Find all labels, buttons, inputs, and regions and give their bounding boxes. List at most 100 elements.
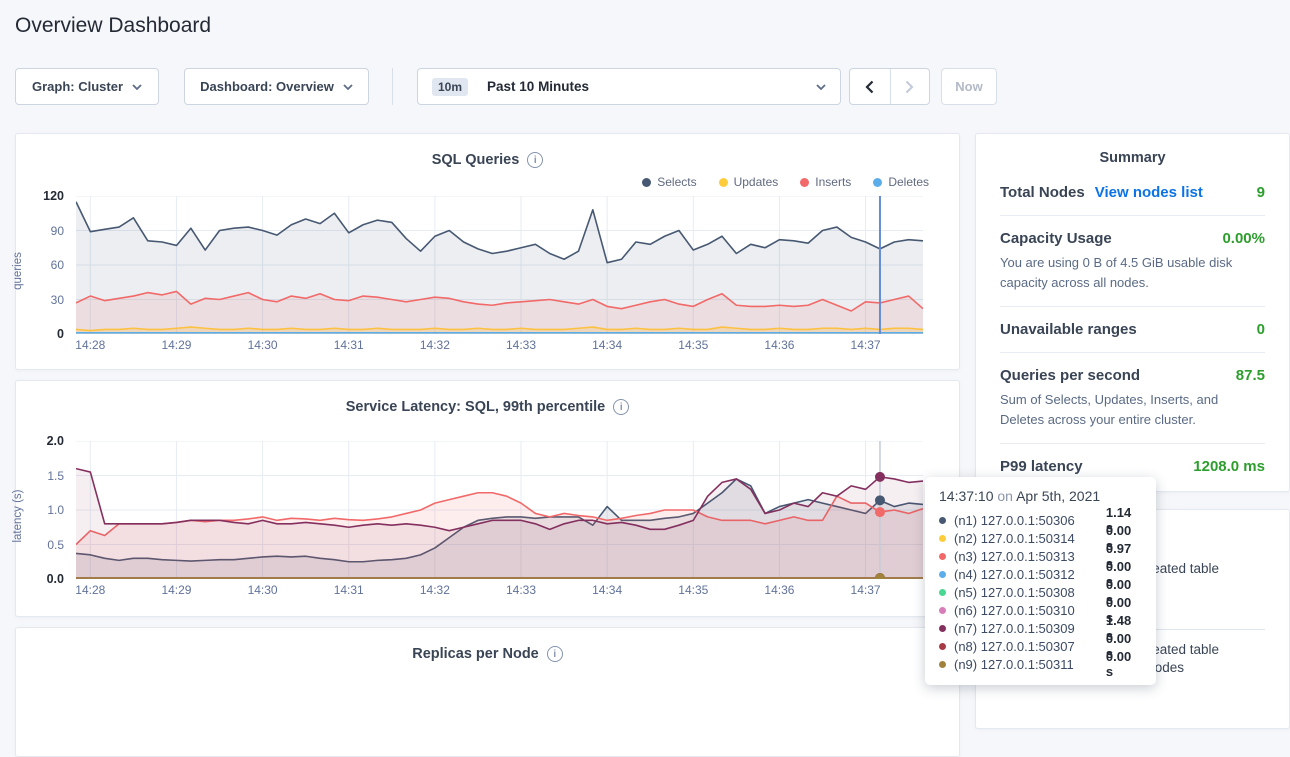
dashboard-dropdown[interactable]: Dashboard: Overview [184, 68, 369, 105]
x-tick-label: 14:33 [506, 583, 536, 597]
legend-label: Inserts [815, 175, 851, 189]
tooltip-node-row: (n9) 127.0.0.1:503110.00 s [939, 655, 1142, 673]
y-tick-label: 30 [51, 293, 64, 307]
x-tick-label: 14:34 [592, 583, 622, 597]
node-color-dot-icon [939, 571, 946, 578]
summary-value: 87.5 [1236, 367, 1265, 384]
x-tick-label: 14:31 [334, 338, 364, 352]
chevron-down-icon [132, 84, 142, 90]
y-axis-ticks: 0306090120 [28, 196, 70, 334]
summary-label: Total Nodes [1000, 184, 1085, 201]
summary-label: Queries per second [1000, 367, 1140, 384]
tooltip-node-value: 0.00 s [1106, 649, 1142, 679]
x-tick-label: 14:34 [592, 338, 622, 352]
legend-item: Inserts [800, 174, 851, 190]
info-icon[interactable]: i [613, 399, 629, 415]
tooltip-timestamp: 14:37:10 on Apr 5th, 2021 [939, 488, 1142, 504]
y-tick-label: 2.0 [47, 434, 64, 448]
x-tick-label: 14:29 [161, 583, 191, 597]
tooltip-node-address: (n5) 127.0.0.1:50308 [954, 585, 1106, 600]
y-tick-label: 0 [57, 327, 64, 341]
latency-card: Service Latency: SQL, 99th percentile i … [15, 380, 960, 617]
time-next-button[interactable] [890, 69, 930, 104]
legend-label: Updates [734, 175, 779, 189]
tooltip-node-address: (n4) 127.0.0.1:50312 [954, 567, 1106, 582]
legend-label: Deletes [888, 175, 929, 189]
x-tick-label: 14:36 [764, 338, 794, 352]
node-color-dot-icon [939, 625, 946, 632]
info-icon[interactable]: i [547, 646, 563, 662]
chart-title: Replicas per Node [412, 646, 539, 662]
chevron-down-icon [343, 84, 353, 90]
y-axis-label: queries [12, 231, 24, 311]
summary-row: Unavailable ranges0 [1000, 306, 1265, 352]
summary-row: Capacity Usage 0.00% You are using 0 B of … [1000, 215, 1265, 306]
y-tick-label: 0.5 [47, 538, 64, 552]
x-tick-label: 14:32 [420, 583, 450, 597]
summary-label: P99 latency [1000, 458, 1083, 475]
summary-value: 0.00% [1222, 230, 1265, 247]
sql-queries-card: SQL Queries i SelectsUpdatesInsertsDelet… [15, 133, 960, 370]
y-axis-ticks: 0.00.51.01.52.0 [28, 441, 70, 579]
x-axis-ticks: 14:2814:2914:3014:3114:3214:3314:3414:35… [76, 338, 923, 354]
legend-item: Selects [642, 174, 696, 190]
now-button-label: Now [955, 79, 982, 94]
x-tick-label: 14:31 [334, 583, 364, 597]
summary-label: Capacity Usage [1000, 230, 1112, 247]
node-color-dot-icon [939, 517, 946, 524]
time-prev-button[interactable] [850, 69, 890, 104]
summary-card: Summary Total NodesView nodes list9Capac… [975, 133, 1290, 492]
tooltip-node-address: (n1) 127.0.0.1:50306 [954, 513, 1106, 528]
tooltip-node-address: (n9) 127.0.0.1:50311 [954, 657, 1106, 672]
tooltip-node-address: (n3) 127.0.0.1:50313 [954, 549, 1106, 564]
y-tick-label: 120 [43, 189, 64, 203]
info-icon[interactable]: i [527, 152, 543, 168]
summary-desc: Sum of Selects, Updates, Inserts, and De… [1000, 390, 1265, 429]
x-tick-label: 14:35 [678, 583, 708, 597]
legend-label: Selects [657, 175, 696, 189]
x-axis-ticks: 14:28 14:29 14:30 14:31 14:32 14:33 14:34 14:35… [76, 583, 923, 599]
x-tick-label: 14:30 [248, 338, 278, 352]
node-color-dot-icon [939, 661, 946, 668]
time-range-selector[interactable]: 10m Past 10 Minutes [417, 68, 841, 105]
x-tick-label: 14:28 [75, 338, 105, 352]
summary-value: 1208.0 ms [1193, 458, 1265, 475]
summary-title: Summary [1000, 150, 1265, 166]
x-tick-label: 14:35 [678, 338, 708, 352]
graph-dropdown-label: Graph: Cluster [32, 79, 123, 94]
tooltip-node-address: (n2) 127.0.0.1:50314 [954, 531, 1106, 546]
toolbar-divider [392, 68, 393, 105]
legend-dot-icon [873, 178, 882, 187]
page-title: Overview Dashboard [15, 14, 211, 38]
summary-value: 0 [1257, 321, 1265, 338]
sql-chart-plot[interactable] [76, 196, 923, 334]
y-tick-label: 90 [51, 224, 64, 238]
legend-item: Deletes [873, 174, 929, 190]
latency-chart-plot[interactable] [76, 441, 923, 579]
y-tick-label: 0.0 [47, 572, 64, 586]
x-tick-label: 14:28 [75, 583, 105, 597]
y-tick-label: 1.0 [47, 503, 64, 517]
time-nav-group [849, 68, 930, 105]
now-button[interactable]: Now [941, 68, 997, 105]
x-tick-label: 14:33 [506, 338, 536, 352]
tooltip-node-address: (n8) 127.0.0.1:50307 [954, 639, 1106, 654]
x-tick-label: 14:36 [764, 583, 794, 597]
legend-dot-icon [642, 178, 651, 187]
legend-item: Updates [719, 174, 779, 190]
x-tick-label: 14:32 [420, 338, 450, 352]
tooltip-node-address: (n6) 127.0.0.1:50310 [954, 603, 1106, 618]
latency-tooltip: 14:37:10 on Apr 5th, 2021 (n1) 127.0.0.1… [925, 477, 1156, 685]
time-range-badge: 10m [432, 78, 468, 96]
node-color-dot-icon [939, 553, 946, 560]
node-color-dot-icon [939, 643, 946, 650]
graph-dropdown[interactable]: Graph: Cluster [15, 68, 159, 105]
legend-dot-icon [800, 178, 809, 187]
node-color-dot-icon [939, 535, 946, 542]
y-tick-label: 60 [51, 258, 64, 272]
summary-desc: You are using 0 B of 4.5 GiB usable disk… [1000, 253, 1265, 292]
tooltip-node-address: (n7) 127.0.0.1:50309 [954, 621, 1106, 636]
y-axis-label: latency (s) [12, 476, 24, 556]
view-nodes-link[interactable]: View nodes list [1095, 184, 1203, 201]
x-tick-label: 14:30 [248, 583, 278, 597]
